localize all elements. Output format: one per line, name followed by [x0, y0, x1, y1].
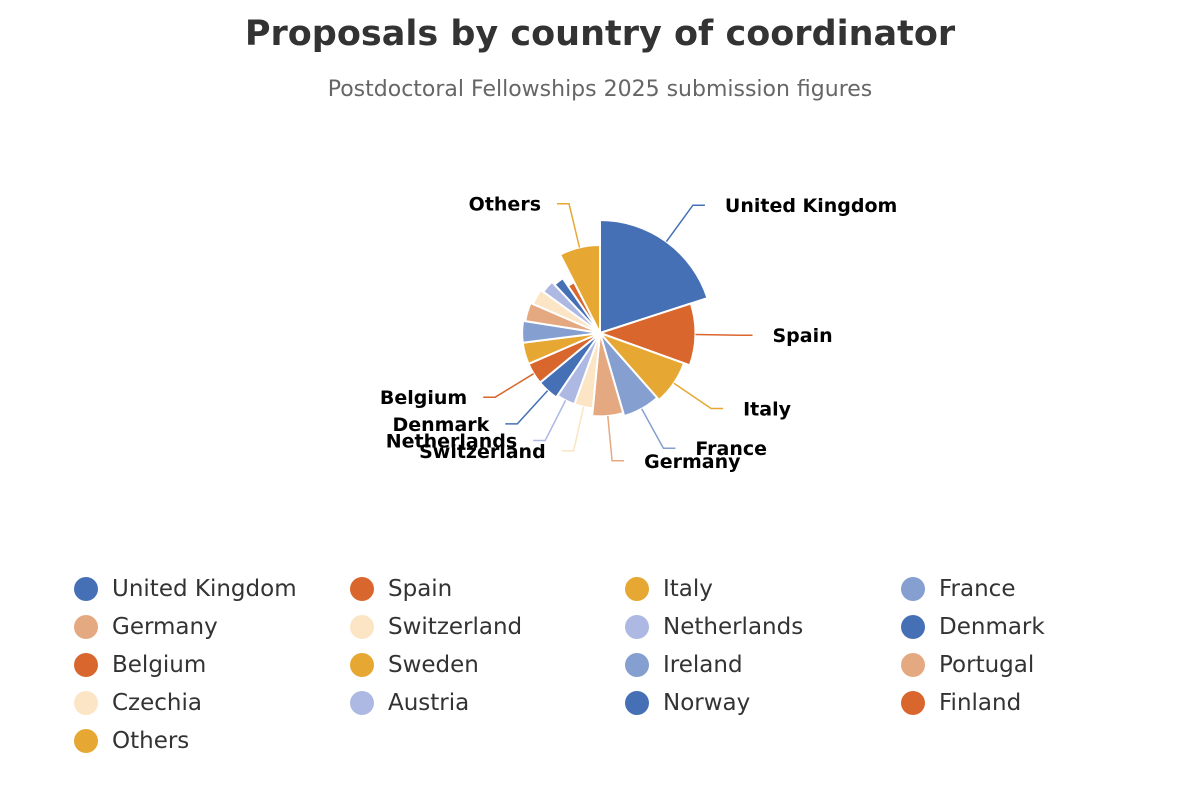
legend-item[interactable]: Spain — [350, 574, 452, 604]
legend-label: Germany — [112, 614, 218, 640]
legend-label: Sweden — [388, 652, 479, 678]
legend-swatch — [74, 615, 98, 639]
legend-item[interactable]: Portugal — [901, 650, 1034, 680]
legend-label: Austria — [388, 690, 470, 716]
pie-slice[interactable] — [599, 332, 659, 418]
legend-swatch — [901, 653, 925, 677]
legend-swatch — [74, 653, 98, 677]
legend-label: United Kingdom — [112, 576, 297, 602]
legend-swatch — [74, 691, 98, 715]
legend-swatch — [625, 615, 649, 639]
slice-label: Netherlands — [386, 431, 517, 453]
legend-label: Switzerland — [388, 614, 523, 640]
pie-slice[interactable] — [531, 288, 601, 334]
legend-label: Italy — [663, 576, 713, 602]
legend-item[interactable]: Austria — [350, 688, 469, 718]
pie-slice[interactable] — [521, 319, 601, 344]
legend-label: France — [939, 576, 1016, 602]
label-connector — [483, 373, 534, 398]
slice-label: Germany — [644, 451, 741, 473]
legend-swatch — [350, 691, 374, 715]
legend-item[interactable]: United Kingdom — [74, 574, 297, 604]
slice-label: Spain — [773, 325, 833, 347]
legend-swatch — [350, 577, 374, 601]
legend-item[interactable]: Denmark — [901, 612, 1045, 642]
slice-label: Switzerland — [419, 441, 546, 463]
legend-swatch — [901, 691, 925, 715]
legend-label: Others — [112, 728, 190, 754]
legend-label: Denmark — [939, 614, 1045, 640]
slice-label: Belgium — [380, 387, 467, 409]
legend-item[interactable]: Belgium — [74, 650, 206, 680]
legend-swatch — [625, 653, 649, 677]
chart-subtitle: Postdoctoral Fellowships 2025 submission… — [327, 77, 873, 102]
legend-item[interactable]: France — [901, 574, 1015, 604]
pie-slice[interactable] — [599, 302, 697, 367]
legend-label: Portugal — [939, 652, 1035, 678]
legend-item[interactable]: Finland — [901, 688, 1021, 718]
legend-label: Norway — [663, 690, 751, 716]
legend-item[interactable]: Sweden — [350, 650, 479, 680]
legend-swatch — [74, 577, 98, 601]
legend-label: Spain — [388, 576, 453, 602]
legend-swatch — [74, 729, 98, 753]
label-connector — [695, 333, 753, 336]
label-connector — [673, 382, 724, 410]
label-connector — [561, 406, 585, 452]
label-connector — [665, 204, 705, 243]
label-connector — [505, 390, 549, 425]
label-connector — [607, 415, 625, 462]
pie-slice[interactable] — [599, 332, 686, 402]
pie-slice[interactable] — [542, 280, 601, 334]
legend-swatch — [350, 653, 374, 677]
label-connector — [533, 400, 567, 442]
legend-item[interactable]: Others — [74, 726, 189, 756]
legend-item[interactable]: Netherlands — [625, 612, 803, 642]
legend-label: Ireland — [663, 652, 743, 678]
legend-item[interactable]: Czechia — [74, 688, 202, 718]
pie-slice[interactable] — [553, 277, 601, 334]
slice-label: Italy — [743, 399, 791, 421]
chart-title: Proposals by country of coordinator — [244, 14, 956, 54]
legend-item[interactable]: Switzerland — [350, 612, 522, 642]
pie-slice[interactable] — [599, 219, 709, 334]
slice-label: Denmark — [392, 414, 489, 436]
legend-swatch — [625, 577, 649, 601]
legend-item[interactable]: Norway — [625, 688, 750, 718]
legend-item[interactable]: Ireland — [625, 650, 743, 680]
slice-label: France — [695, 438, 767, 460]
legend-swatch — [901, 577, 925, 601]
legend-swatch — [901, 615, 925, 639]
label-connector — [557, 202, 581, 248]
legend-item[interactable]: Germany — [74, 612, 218, 642]
legend-label: Netherlands — [663, 614, 804, 640]
legend-swatch — [625, 691, 649, 715]
label-connector — [641, 408, 676, 449]
slice-label: United Kingdom — [725, 195, 897, 217]
legend-item[interactable]: Italy — [625, 574, 713, 604]
legend-label: Czechia — [112, 690, 202, 716]
legend-swatch — [350, 615, 374, 639]
legend-label: Finland — [939, 690, 1022, 716]
legend-label: Belgium — [112, 652, 207, 678]
slice-label: Others — [469, 194, 541, 216]
pie-slice[interactable] — [591, 332, 625, 418]
